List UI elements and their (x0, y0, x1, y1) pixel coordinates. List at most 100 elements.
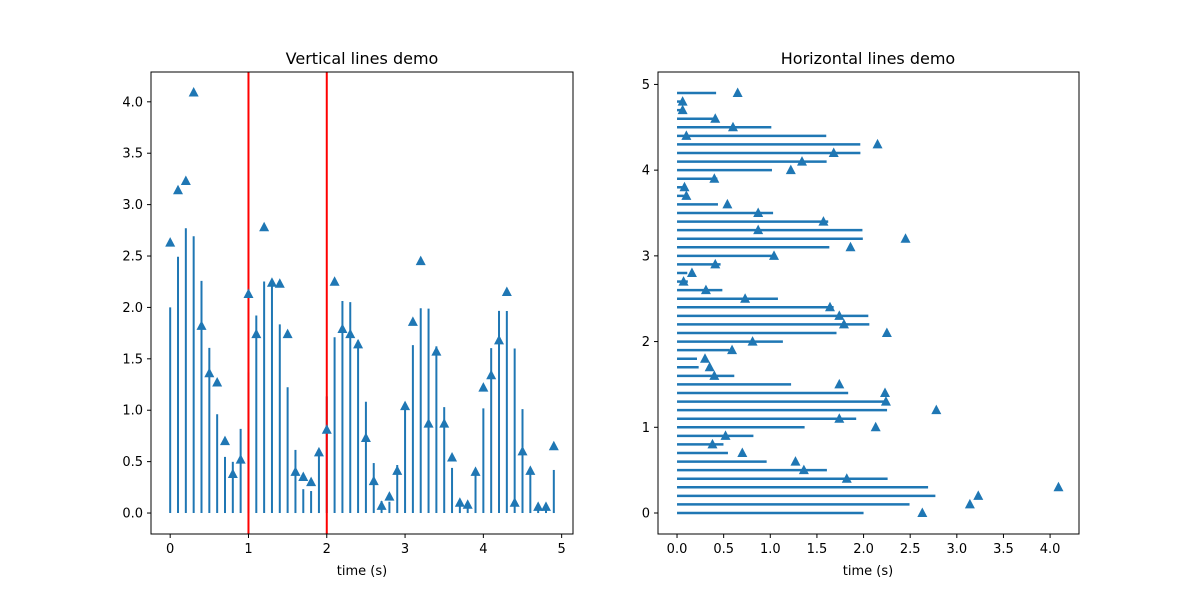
marker (710, 258, 721, 269)
marker (478, 382, 489, 392)
marker (384, 491, 395, 501)
marker (454, 497, 465, 507)
marker (709, 370, 720, 380)
marker (259, 221, 270, 232)
marker (722, 198, 733, 209)
y-tick-label: 1.0 (122, 404, 143, 419)
marker (329, 276, 340, 286)
marker (360, 432, 371, 442)
marker (494, 334, 505, 345)
marker (173, 184, 184, 195)
marker (872, 138, 883, 149)
marker (251, 328, 262, 339)
marker (431, 346, 442, 356)
marker (509, 497, 520, 507)
marker (710, 113, 721, 123)
marker (931, 404, 942, 415)
marker (486, 369, 497, 380)
marker (306, 476, 317, 487)
y-tick-label: 0 (642, 507, 650, 522)
marker (834, 378, 845, 389)
marker (415, 255, 426, 266)
y-tick-label: 2.0 (122, 301, 143, 316)
marker (345, 328, 356, 339)
x-tick-label: 3.5 (993, 542, 1014, 557)
marker (180, 175, 191, 185)
right-xlabel: time (s) (843, 564, 893, 579)
marker (709, 173, 720, 183)
marker (834, 310, 845, 320)
y-tick-label: 1 (642, 421, 650, 436)
marker (681, 130, 692, 140)
x-tick-label: 1 (244, 542, 252, 557)
marker (165, 237, 176, 247)
marker (677, 96, 688, 106)
marker (540, 501, 551, 511)
y-tick-label: 3.0 (122, 198, 143, 213)
marker (533, 501, 544, 511)
marker (298, 471, 309, 482)
marker (1053, 481, 1064, 492)
vertical-lines-axes: 0 1 2 3 4 5 0.0 0.5 1.0 1.5 2.0 2.5 3.0 3.5 4.0 (122, 71, 574, 557)
marker (870, 421, 881, 432)
x-tick-label: 2.5 (900, 542, 921, 557)
x-tick-label: 4 (479, 542, 487, 557)
marker (880, 387, 891, 397)
marker (785, 164, 796, 175)
marker (439, 418, 450, 428)
marker (769, 250, 780, 260)
marker (838, 318, 849, 329)
right-title: Horizontal lines demo (781, 49, 955, 68)
marker (797, 156, 808, 166)
x-tick-label: 1.0 (760, 542, 781, 557)
x-tick-label: 3 (401, 542, 409, 557)
x-tick-label: 0 (166, 542, 174, 557)
marker (447, 452, 458, 462)
marker (677, 104, 688, 115)
marker (368, 475, 379, 486)
marker (313, 446, 324, 457)
marker (747, 336, 758, 346)
y-tick-label: 4 (642, 164, 650, 179)
marker (737, 447, 748, 457)
marker (798, 464, 809, 475)
marker (212, 376, 223, 387)
marker (917, 507, 928, 517)
marker (282, 328, 293, 339)
marker (525, 465, 536, 475)
y-tick-label: 0.0 (122, 507, 143, 522)
marker (707, 438, 718, 449)
marker (400, 400, 411, 411)
marker (337, 323, 348, 334)
marker (818, 216, 829, 226)
y-tick-label: 5 (642, 78, 650, 93)
marker (704, 361, 715, 372)
marker (732, 87, 743, 97)
marker (790, 456, 801, 466)
x-tick-label: 1.5 (807, 542, 828, 557)
marker (501, 286, 512, 296)
y-tick-label: 4.0 (122, 95, 143, 110)
marker (880, 396, 891, 406)
marker (678, 276, 689, 286)
marker (727, 344, 738, 355)
marker (881, 327, 892, 337)
marker (727, 121, 738, 132)
left-title: Vertical lines demo (286, 49, 439, 68)
marker (196, 320, 207, 330)
marker (681, 190, 692, 200)
left-xlabel: time (s) (337, 564, 387, 579)
x-tick-label: 0.5 (713, 542, 734, 557)
y-tick-label: 0.5 (122, 455, 143, 470)
marker (700, 353, 711, 363)
y-tick-label: 3.5 (122, 147, 143, 162)
marker (266, 277, 277, 287)
marker (834, 413, 845, 423)
marker (188, 87, 199, 97)
x-tick-label: 2 (323, 542, 331, 557)
marker (845, 241, 856, 252)
marker (353, 338, 364, 349)
marker (407, 316, 418, 326)
marker (964, 498, 975, 509)
